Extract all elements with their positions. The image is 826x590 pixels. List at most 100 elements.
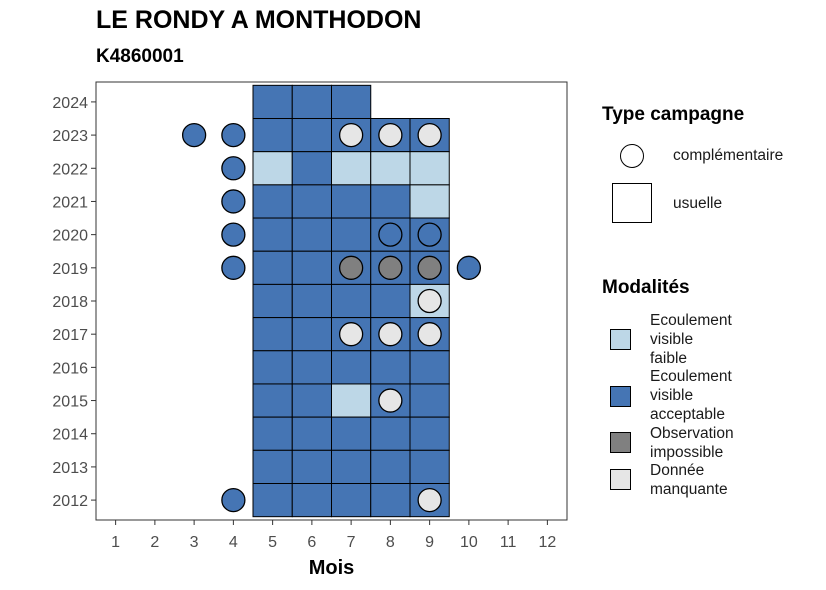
legend-label-manquante: Donnée manquante — [650, 461, 728, 499]
tile-2021-9 — [409, 184, 450, 219]
point-2019-10 — [456, 255, 482, 280]
legend-label-impossible-line-1: Observation — [650, 425, 734, 442]
tile-2019-5 — [252, 250, 293, 285]
x-tick-label-8: 8 — [386, 534, 395, 551]
tile-2024-7 — [331, 84, 372, 120]
tile-2022-7 — [331, 151, 372, 186]
point-2017-7 — [338, 322, 364, 347]
tile-2023-6 — [291, 118, 332, 153]
y-tick-label-2019: 2019 — [52, 261, 88, 278]
tile-2016-6 — [291, 350, 332, 385]
point-2015-8 — [378, 388, 403, 413]
x-tick-label-2: 2 — [150, 534, 159, 551]
tile-2020-5 — [252, 217, 293, 252]
tile-2013-9 — [409, 449, 450, 484]
tile-2013-6 — [291, 449, 332, 484]
tile-2012-7 — [331, 483, 372, 518]
legend-label-acceptable-line-3: acceptable — [650, 406, 725, 423]
y-tick-label-2012: 2012 — [52, 493, 88, 510]
point-2023-3 — [181, 122, 207, 148]
legend-square-icon — [612, 183, 652, 223]
legend-label-faible: Ecoulement visible faible — [650, 311, 732, 368]
tile-2021-7 — [331, 184, 372, 219]
point-2021-4 — [221, 189, 246, 214]
tile-2017-6 — [291, 317, 332, 352]
y-tick-label-2024: 2024 — [52, 95, 88, 112]
tile-2024-5 — [252, 84, 293, 120]
x-tick-label-4: 4 — [229, 534, 238, 551]
point-2012-9 — [417, 487, 442, 513]
legend-type-label-usuelle: usuelle — [673, 195, 723, 212]
tile-2012-5 — [252, 483, 293, 518]
x-tick-label-11: 11 — [500, 534, 517, 551]
legend-type-label-complementaire: complémentaire — [673, 147, 784, 164]
tile-2021-6 — [291, 184, 332, 219]
tile-2015-6 — [291, 383, 332, 418]
tile-2022-5 — [252, 151, 293, 186]
tile-2014-9 — [409, 416, 450, 451]
point-2020-9 — [417, 222, 442, 247]
legend-label-impossible: Observation impossible — [650, 424, 734, 462]
tile-2015-9 — [409, 383, 450, 418]
tile-2020-6 — [291, 217, 332, 252]
y-tick-label-2014: 2014 — [52, 427, 88, 444]
tile-2012-6 — [291, 483, 332, 518]
tile-2014-8 — [370, 416, 411, 451]
point-2018-9 — [417, 288, 442, 314]
legend-key-manquante — [610, 469, 631, 490]
tile-2022-6 — [291, 151, 332, 186]
tile-2018-8 — [370, 283, 411, 319]
tile-2022-8 — [370, 151, 411, 186]
legend-key-faible — [610, 329, 631, 350]
x-tick-label-9: 9 — [425, 534, 434, 551]
x-tick-label-6: 6 — [307, 534, 316, 551]
tile-2024-6 — [291, 84, 332, 120]
x-tick-label-3: 3 — [190, 534, 199, 551]
chart-subtitle: K4860001 — [96, 46, 184, 67]
legend-label-manquante-line-1: Donnée — [650, 462, 705, 479]
point-2020-8 — [378, 222, 403, 247]
legend-label-acceptable-line-1: Ecoulement — [650, 368, 732, 385]
tile-2012-8 — [370, 483, 411, 518]
chart-title: LE RONDY A MONTHODON — [96, 6, 422, 34]
tile-2016-9 — [409, 350, 450, 385]
tile-2016-5 — [252, 350, 293, 385]
point-2023-8 — [378, 122, 403, 148]
y-tick-label-2021: 2021 — [52, 194, 88, 211]
tile-2021-8 — [370, 184, 411, 219]
point-2019-4 — [221, 255, 246, 280]
legend-type-title: Type campagne — [602, 104, 745, 125]
x-tick-label-1: 1 — [111, 534, 120, 551]
y-tick-label-2023: 2023 — [52, 128, 88, 145]
tile-2018-6 — [291, 283, 332, 319]
point-2023-7 — [338, 122, 364, 148]
tile-2015-7 — [331, 383, 372, 418]
tile-2013-8 — [370, 449, 411, 484]
legend-modalites-title: Modalités — [602, 277, 690, 298]
tile-2016-8 — [370, 350, 411, 385]
legend-label-acceptable: Ecoulement visible acceptable — [650, 367, 732, 424]
tile-2014-5 — [252, 416, 293, 451]
point-2020-4 — [221, 222, 246, 247]
tile-2018-7 — [331, 283, 372, 319]
point-2019-9 — [417, 255, 442, 280]
legend-key-impossible — [610, 432, 631, 453]
legend-label-impossible-line-2: impossible — [650, 444, 724, 461]
tile-2014-7 — [331, 416, 372, 451]
tile-2018-5 — [252, 283, 293, 319]
y-tick-label-2022: 2022 — [52, 161, 88, 178]
point-2017-9 — [417, 322, 442, 347]
y-tick-label-2013: 2013 — [52, 460, 88, 477]
tile-2020-7 — [331, 217, 372, 252]
legend-label-faible-line-1: Ecoulement — [650, 312, 732, 329]
point-2019-8 — [378, 255, 403, 280]
point-2019-7 — [338, 255, 364, 280]
x-tick-label-12: 12 — [538, 534, 556, 551]
tile-2013-7 — [331, 449, 372, 484]
tile-2019-6 — [291, 250, 332, 285]
y-tick-label-2015: 2015 — [52, 394, 88, 411]
tile-2015-5 — [252, 383, 293, 418]
tile-2017-5 — [252, 317, 293, 352]
tile-2023-5 — [252, 118, 293, 153]
